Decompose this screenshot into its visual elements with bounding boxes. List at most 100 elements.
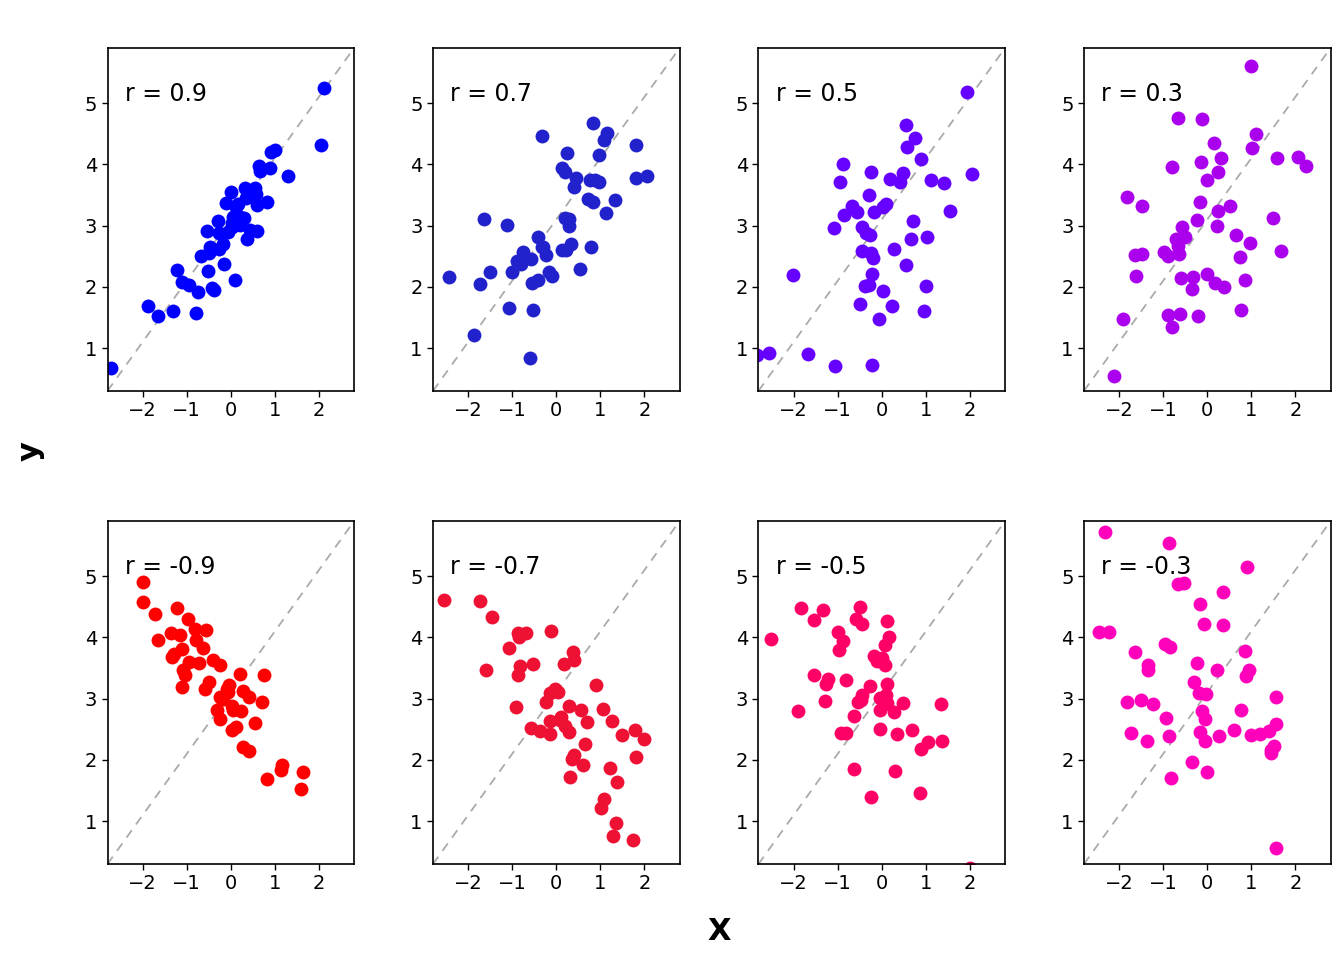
- Point: [875, 637, 896, 653]
- Point: [933, 175, 954, 190]
- Point: [1241, 58, 1262, 73]
- Point: [137, 298, 159, 313]
- Point: [563, 747, 585, 762]
- Point: [1230, 702, 1251, 717]
- Point: [558, 218, 579, 233]
- Point: [892, 165, 914, 180]
- Point: [1288, 150, 1309, 165]
- Point: [847, 694, 868, 709]
- Point: [224, 200, 246, 215]
- Point: [782, 268, 804, 283]
- Point: [558, 211, 579, 227]
- Point: [863, 204, 884, 220]
- Point: [1181, 281, 1203, 297]
- Point: [581, 239, 602, 254]
- Point: [833, 207, 855, 223]
- Point: [190, 249, 211, 264]
- Point: [824, 220, 845, 235]
- Point: [589, 148, 610, 163]
- Point: [1137, 657, 1159, 672]
- Point: [259, 160, 281, 176]
- Point: [812, 602, 833, 617]
- Text: r = -0.9: r = -0.9: [125, 556, 215, 580]
- Point: [1223, 722, 1245, 737]
- Point: [1168, 109, 1189, 125]
- Text: r = 0.5: r = 0.5: [775, 83, 857, 107]
- Point: [163, 646, 184, 661]
- Point: [845, 612, 867, 627]
- Point: [530, 724, 551, 739]
- Point: [902, 723, 923, 738]
- Point: [199, 674, 220, 689]
- Point: [917, 229, 938, 245]
- Point: [1188, 685, 1210, 701]
- Point: [208, 226, 230, 241]
- Point: [870, 690, 891, 706]
- Point: [960, 860, 981, 876]
- Point: [939, 203, 961, 218]
- Point: [884, 764, 906, 780]
- Point: [207, 703, 228, 718]
- Point: [1211, 150, 1232, 165]
- Point: [1212, 617, 1234, 633]
- Point: [251, 695, 273, 710]
- Point: [859, 187, 880, 203]
- Point: [558, 724, 579, 739]
- Point: [816, 677, 837, 692]
- Point: [531, 128, 552, 143]
- Point: [585, 678, 606, 693]
- Point: [1159, 536, 1180, 551]
- Point: [841, 198, 863, 213]
- Point: [574, 736, 595, 752]
- Point: [1245, 127, 1266, 142]
- Point: [1089, 624, 1110, 639]
- Point: [508, 625, 530, 640]
- Point: [1189, 596, 1211, 612]
- Point: [511, 256, 532, 272]
- Point: [1226, 228, 1247, 243]
- Point: [874, 658, 895, 673]
- Point: [177, 655, 199, 670]
- Text: y: y: [16, 442, 46, 461]
- Point: [1185, 212, 1207, 228]
- Point: [1168, 576, 1189, 591]
- Point: [1161, 319, 1183, 334]
- Point: [1124, 248, 1145, 263]
- Point: [1189, 725, 1211, 740]
- Point: [196, 622, 218, 637]
- Point: [165, 601, 187, 616]
- Point: [1219, 199, 1241, 214]
- Point: [1168, 247, 1189, 262]
- Point: [249, 163, 270, 179]
- Point: [1203, 135, 1224, 151]
- Point: [1181, 755, 1203, 770]
- Point: [464, 327, 485, 343]
- Point: [910, 742, 931, 757]
- Point: [788, 703, 809, 718]
- Point: [527, 273, 548, 288]
- Point: [469, 593, 491, 609]
- Point: [1181, 269, 1203, 284]
- Point: [913, 303, 934, 319]
- Point: [1262, 210, 1284, 226]
- Point: [860, 357, 882, 372]
- Point: [230, 704, 251, 719]
- Point: [571, 756, 593, 772]
- Point: [1236, 559, 1258, 574]
- Point: [859, 679, 880, 694]
- Point: [499, 641, 520, 657]
- Point: [198, 245, 219, 260]
- Point: [1265, 840, 1286, 855]
- Text: r = -0.7: r = -0.7: [450, 556, 540, 580]
- Point: [259, 145, 281, 160]
- Point: [849, 297, 871, 312]
- Point: [1206, 662, 1227, 678]
- Point: [508, 667, 530, 683]
- Point: [603, 192, 625, 207]
- Point: [802, 612, 824, 628]
- Point: [902, 213, 923, 228]
- Point: [1171, 220, 1192, 235]
- Point: [207, 214, 228, 229]
- Point: [1183, 675, 1204, 690]
- Point: [555, 718, 577, 733]
